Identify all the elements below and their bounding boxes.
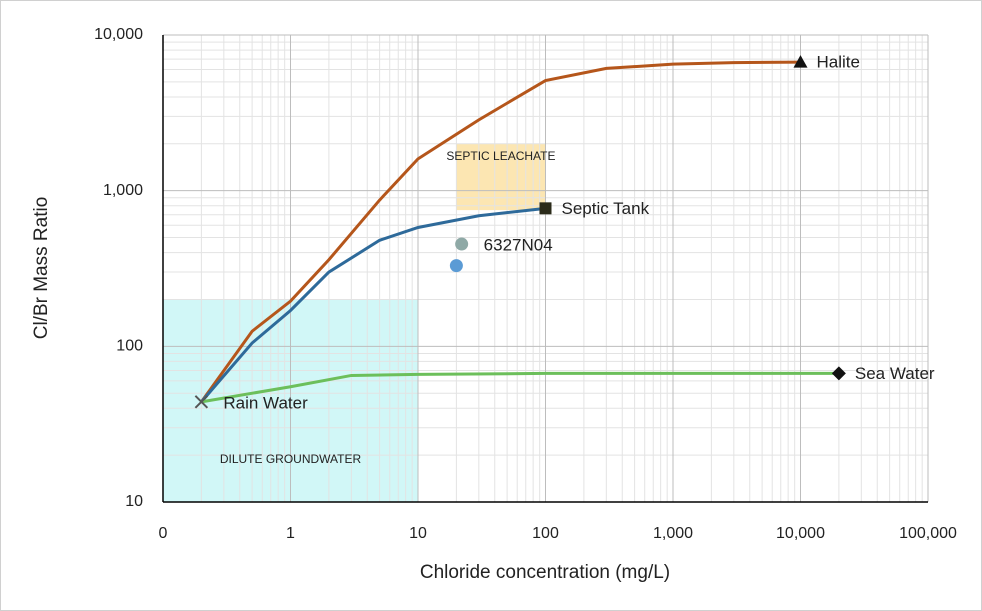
x-tick-label: 100 <box>532 525 559 542</box>
series-label: Sea Water <box>855 364 935 383</box>
marker <box>455 237 469 251</box>
series-line <box>200 206 546 403</box>
y-tick-label: 100 <box>116 338 143 355</box>
marker <box>831 366 846 381</box>
y-tick-label: 1,000 <box>103 182 143 199</box>
marker <box>793 55 808 68</box>
x-tick-label: 1,000 <box>653 525 693 542</box>
series-label: Septic Tank <box>562 199 650 218</box>
series-line <box>200 60 801 403</box>
region-label: DILUTE GROUNDWATER <box>220 452 362 466</box>
x-axis-title: Chloride concentration (mg/L) <box>420 562 670 583</box>
x-tick-label: 1 <box>286 525 295 542</box>
y-axis-title: Cl/Br Mass Ratio <box>31 197 52 340</box>
x-tick-label: 100,000 <box>899 525 957 542</box>
point-label: 6327N04 <box>484 236 553 255</box>
y-tick-label: 10,000 <box>94 26 143 43</box>
marker <box>449 259 463 273</box>
x-tick-label: 0 <box>159 525 168 542</box>
x-tick-label: 10 <box>409 525 427 542</box>
series-label: Halite <box>817 53 860 72</box>
region <box>456 143 546 211</box>
x-tick-label: 10,000 <box>776 525 825 542</box>
region-label: SEPTIC LEACHATE <box>446 149 555 163</box>
marker <box>194 395 209 409</box>
series-line <box>201 371 839 404</box>
marker <box>539 202 552 215</box>
point-label: Rain Water <box>223 393 308 412</box>
y-tick-label: 10 <box>125 493 143 510</box>
